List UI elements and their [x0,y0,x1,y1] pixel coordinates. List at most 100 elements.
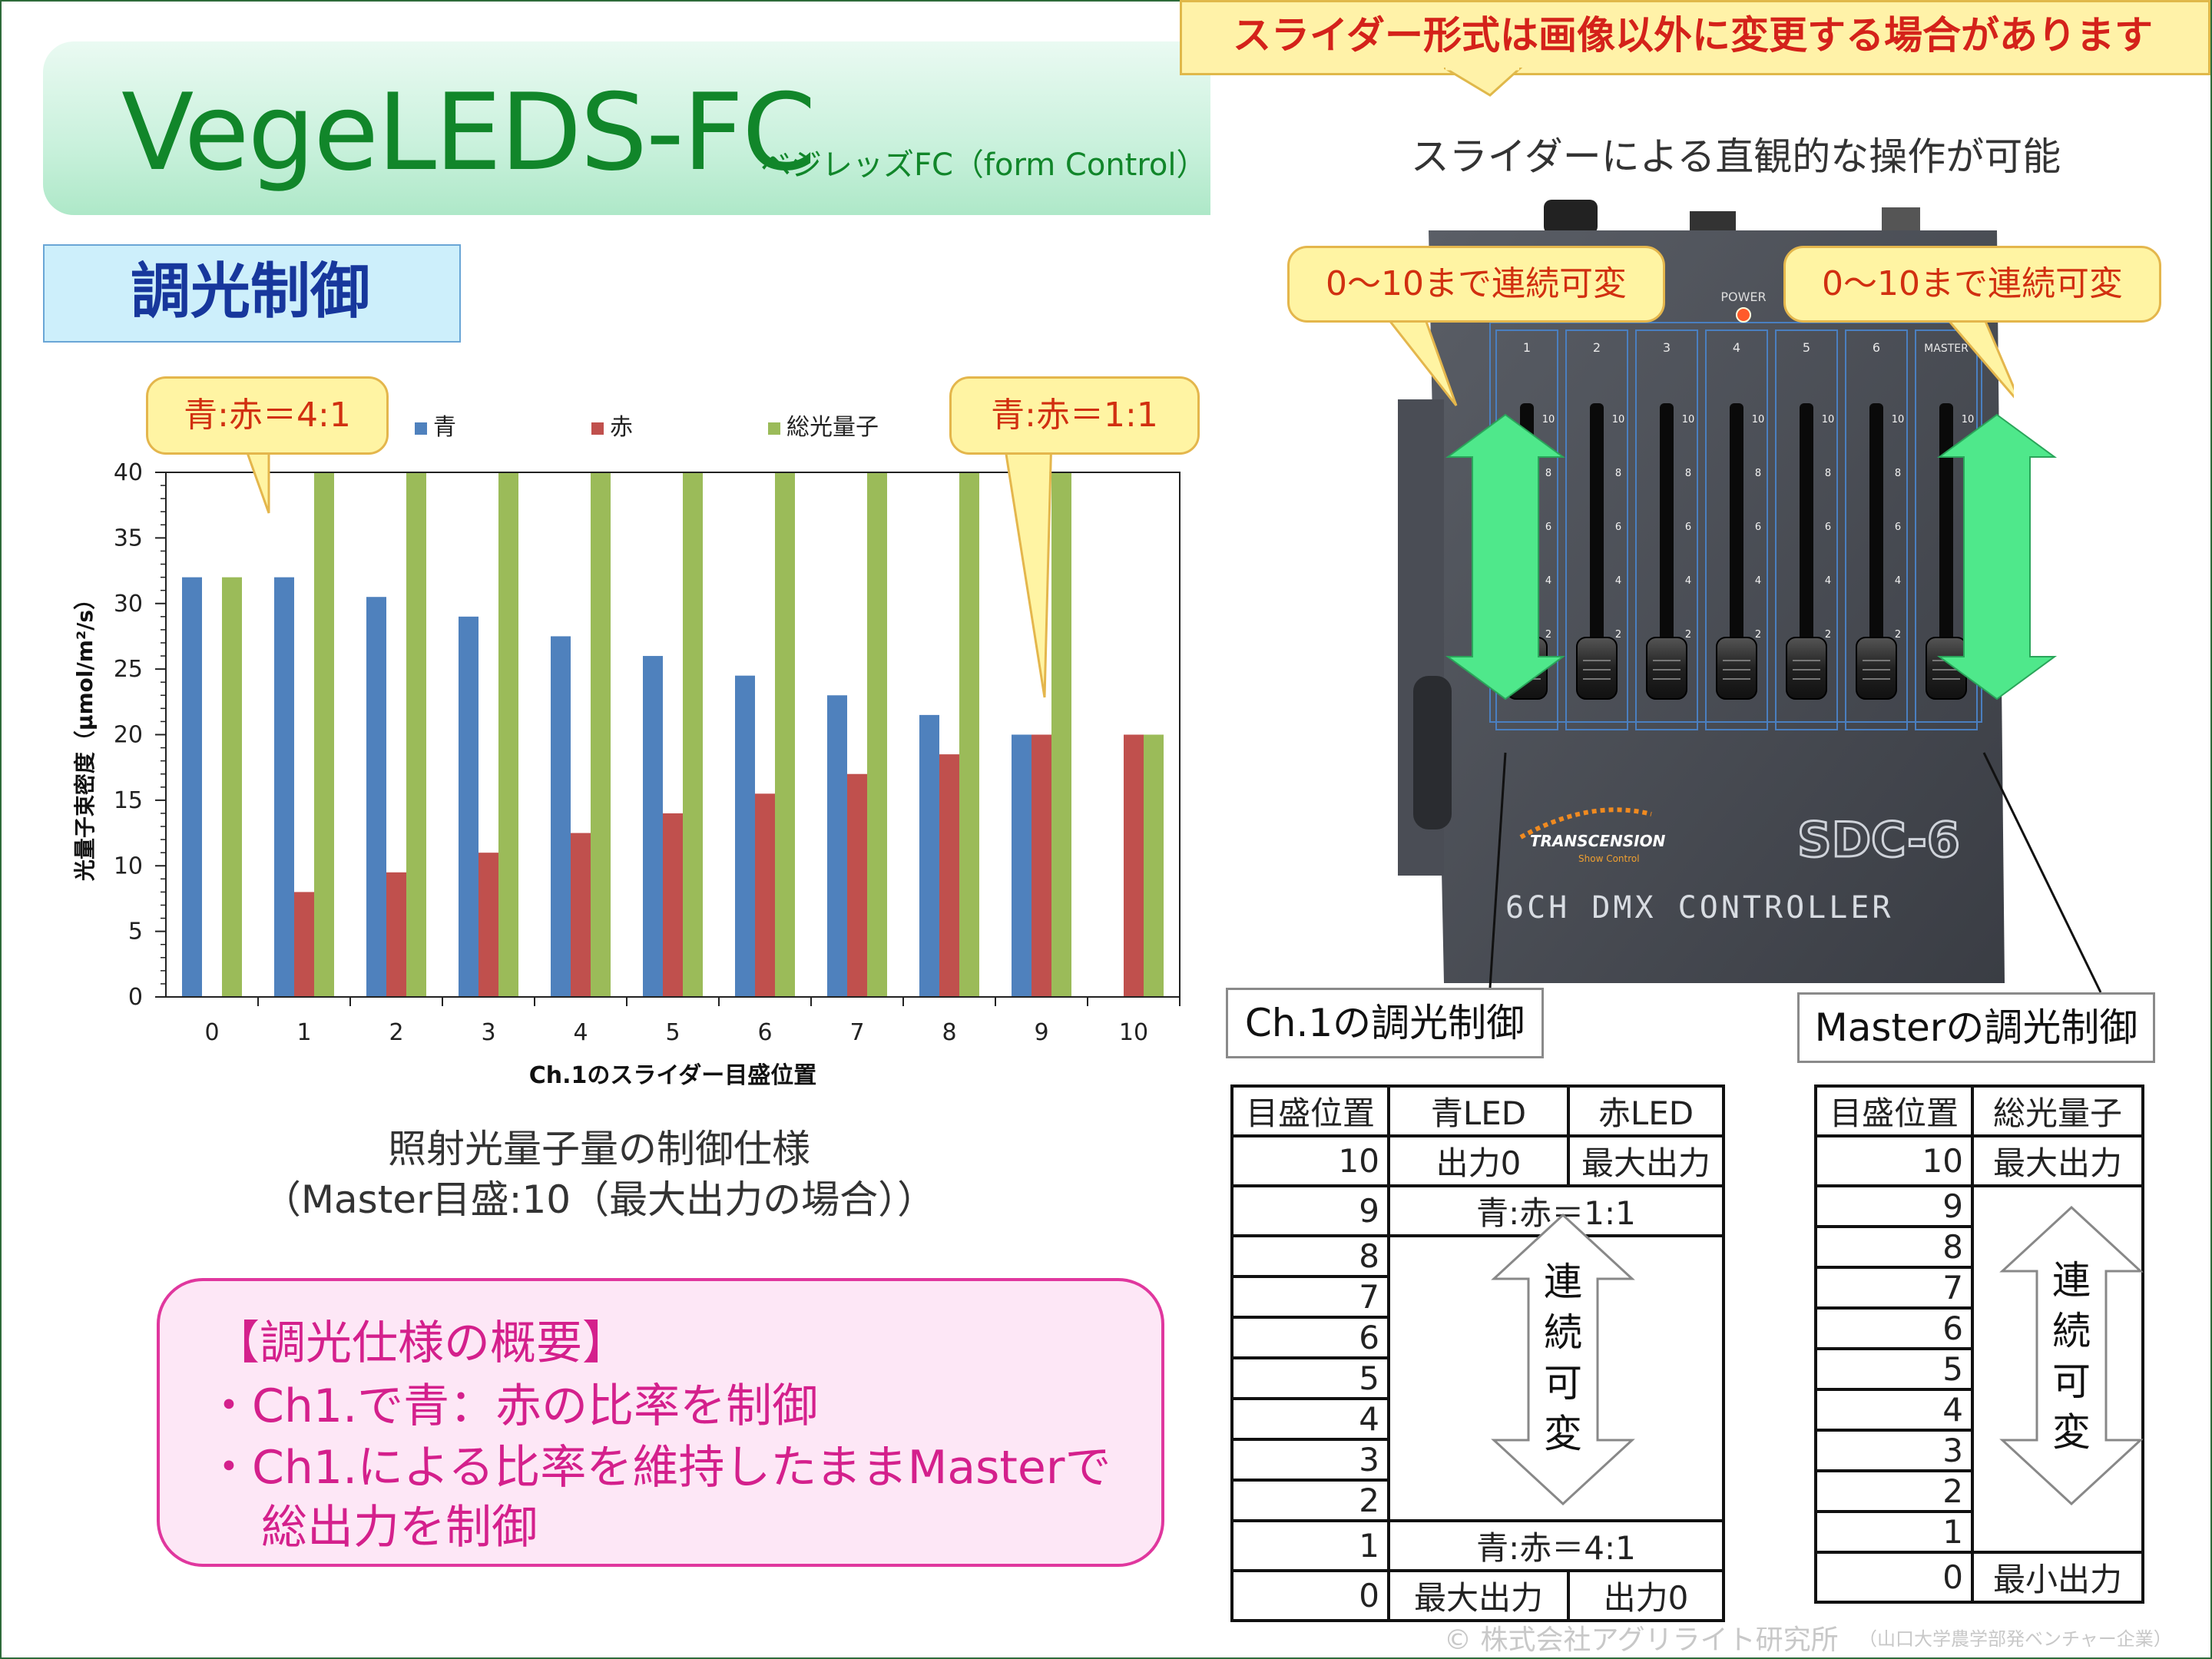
cell-position: 5 [1814,1347,1974,1391]
table-row: 5 [1814,1347,2143,1391]
notice-pointer [1444,68,1523,97]
bar-2 [847,773,867,997]
scale-mark: 8 [1685,468,1691,479]
cell-position: 10 [1230,1134,1390,1187]
bar-3 [683,472,703,997]
bar-1 [551,636,571,997]
y-tick-label: 15 [114,787,143,814]
scale-mark: 4 [1825,575,1831,587]
channel-label: 3 [1663,340,1671,355]
bar-3 [1144,734,1164,997]
channel-strip [1845,329,1908,730]
x-tick-label: 3 [481,1019,495,1046]
scale-mark: 4 [1755,575,1761,587]
notice-box [1180,0,2210,75]
cell-position: 7 [1230,1275,1390,1319]
cell-position: 6 [1814,1306,1974,1350]
table-row: 8 [1230,1234,1725,1522]
table-row: 7 [1814,1266,2143,1310]
label-master-control: Masterの調光制御 [1797,992,2155,1063]
scale-mark: 10 [1962,414,1975,426]
summary-line-1: ・Ch1.で青：赤の比率を制御 [206,1379,819,1433]
slider-knob [1716,637,1757,700]
title-banner [43,41,1210,215]
legend-label: 青 [433,414,456,441]
scale-mark: 6 [1685,522,1691,533]
table-row: 10 出力0 最大出力 [1230,1134,1725,1187]
cell-position: 4 [1230,1397,1390,1441]
power-led [1736,307,1751,323]
channel-label: 6 [1873,340,1880,355]
slider-knob [1576,637,1618,700]
master-continuous-arrow-icon [1999,1206,2144,1505]
section-box [43,244,461,343]
cell-position: 5 [1230,1356,1390,1400]
x-tick-label: 4 [573,1019,588,1046]
bar-3 [867,472,887,997]
channel-label: MASTER [1924,343,1969,355]
channel-strip [1705,329,1768,730]
x-tick-label: 1 [296,1019,311,1046]
y-tick-label: 0 [128,984,143,1011]
cell-red: 最大出力 [1567,1134,1725,1187]
page-title: VegeLEDS-FC [121,71,816,194]
bar-3 [222,577,242,997]
scale-mark: 2 [1685,629,1691,641]
legend-label: 赤 [610,414,633,441]
chart-legend: 青 赤 総光量子 [415,414,879,441]
label-leader-lines [1488,752,2102,993]
bar-2 [386,872,406,997]
col-header-position: 目盛位置 [1230,1084,1390,1137]
scale-mark: 10 [1752,414,1765,426]
scale-mark: 10 [1892,414,1905,426]
scale-mark: 8 [1755,468,1761,479]
scale-mark: 6 [1615,522,1621,533]
cell-blue: 最大出力 [1387,1569,1570,1622]
summary-heading: 【調光仕様の概要】 [214,1316,628,1370]
chart-caption-title: 照射光量子量の制御仕様 [388,1127,810,1171]
bar-chart: 青 赤 総光量子 0 5 10 15 20 25 30 35 40 0 1 2 3 4 5 6 7 8 9 10 Ch.1の… [72,414,1181,1089]
x-tick-label: 0 [204,1019,219,1046]
table-row: 0 最大出力 出力0 [1230,1569,1725,1622]
bar-1 [182,577,202,997]
scale-mark: 4 [1895,575,1901,587]
bar-1 [1012,734,1031,997]
table-row: 6 [1230,1316,1724,1359]
cell-blue: 出力0 [1387,1134,1570,1187]
table-row: 1 [1814,1510,2143,1554]
cell-position: 8 [1814,1225,1974,1269]
cell-position: 9 [1230,1184,1390,1237]
scale-mark: 10 [1682,414,1695,426]
channel-label: 1 [1523,340,1531,355]
bar-3 [591,472,611,997]
cell-ratio: 青:赤＝4:1 [1387,1519,1725,1572]
slider-caption: スライダーによる直観的な操作が可能 [1410,134,2061,179]
cell-position: 4 [1814,1388,1974,1432]
table-row: 7 [1230,1275,1724,1319]
table-row: 3 [1814,1429,2143,1472]
col-header-position: 目盛位置 [1814,1084,1974,1137]
channel-strip [1635,329,1698,730]
bar-1 [366,597,386,997]
master-range-arrow [1936,413,2058,700]
table-row: 6 [1814,1306,2143,1350]
copyright: © 株式会社アグリライト研究所 [1444,1624,1839,1656]
table-row: 0 最小出力 [1814,1551,2144,1604]
chart-caption-note: （Master目盛:10（最大出力の場合）） [262,1177,936,1222]
bar-1 [643,656,663,997]
cell-total: 最大出力 [1971,1134,2144,1187]
bar-3 [775,472,795,997]
master-continuous-label: 連続可変 [2052,1258,2091,1455]
chart-axes: 0 5 10 15 20 25 30 35 40 0 1 2 3 4 5 6 7 8 9 10 Ch.1のスライダー目盛… [72,459,1181,1089]
channel-label: 2 [1593,340,1601,355]
side-connector [1413,676,1452,830]
cell-position: 9 [1814,1184,1974,1228]
dmx-controller-illustration: 1 10 8 6 4 2 2 10 8 6 4 2 3 10 8 6 4 2 4 10 8 6 4 2 5 10 8 6 4 2 6 10 8 6… [1398,200,2058,983]
bar-1 [459,616,478,997]
cell-position: 3 [1230,1438,1390,1482]
callout-range-right: 0～10まで連続可変 [1783,246,2161,323]
scale-mark: 4 [1615,575,1621,587]
ch1-continuous-arrow-icon [1491,1214,1635,1505]
table-row: 2 [1230,1479,1724,1522]
brand-logo: TRANSCENSION [1530,832,1666,850]
